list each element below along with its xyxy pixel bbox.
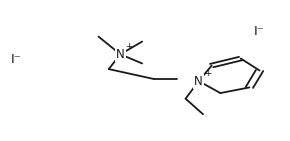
Text: N: N [194,75,203,88]
Text: N: N [116,48,125,61]
Text: +: + [204,69,211,78]
Text: I⁻: I⁻ [254,25,265,38]
Text: +: + [125,42,133,51]
Text: I⁻: I⁻ [10,53,21,66]
